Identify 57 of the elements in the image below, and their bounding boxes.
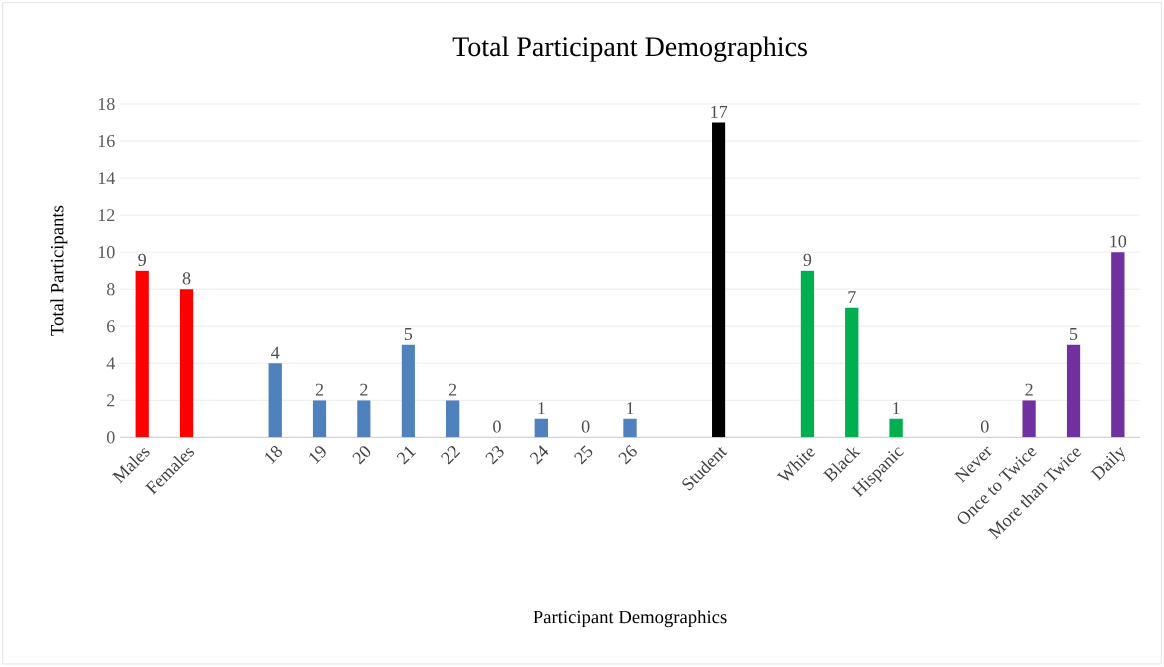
x-tick-label: 21 (396, 446, 416, 465)
data-label: 1 (893, 402, 900, 415)
data-label: 7 (848, 291, 856, 304)
x-tick-label: 22 (440, 446, 461, 465)
bar (1022, 400, 1036, 438)
data-label: 9 (138, 254, 146, 267)
data-label: 0 (493, 420, 501, 433)
data-label: 2 (448, 383, 457, 396)
data-label: 0 (980, 420, 989, 433)
x-tick-label: 18 (265, 446, 283, 465)
x-tick-label: 20 (352, 446, 371, 465)
x-tick-label: 19 (309, 446, 326, 465)
bar (712, 122, 726, 438)
y-tick-label: 12 (98, 209, 115, 222)
bar (357, 400, 371, 438)
data-label: 2 (1025, 383, 1033, 396)
data-label: 17 (711, 106, 728, 118)
y-tick-label: 16 (98, 135, 115, 148)
data-label: 1 (627, 402, 634, 415)
data-label: 9 (803, 254, 812, 267)
data-label: 8 (182, 272, 191, 285)
bar (534, 418, 548, 438)
y-tick-label: 10 (98, 246, 115, 259)
bar (135, 270, 149, 438)
bar (845, 307, 859, 438)
bar (1111, 252, 1125, 438)
bar (1066, 344, 1081, 438)
chart-title: Total Participant Demographics (452, 36, 807, 63)
data-label: 2 (315, 383, 324, 396)
x-tick-label: 25 (574, 445, 593, 465)
y-tick-label: 6 (107, 320, 115, 333)
bar (401, 344, 415, 438)
bar (179, 289, 194, 438)
x-tick-label: 26 (618, 445, 637, 465)
bar (623, 418, 637, 438)
y-tick-label: 8 (106, 283, 115, 296)
y-tick-label: 14 (98, 172, 116, 185)
data-label: 1 (538, 402, 545, 415)
y-tick-label: 0 (106, 431, 115, 444)
x-tick-label: 23 (485, 446, 504, 465)
bar (312, 400, 327, 438)
bar (268, 363, 282, 438)
y-tick-label: 4 (106, 357, 116, 370)
bar (800, 270, 815, 438)
bar (889, 418, 903, 438)
y-tick-label: 18 (98, 98, 115, 111)
data-label: 2 (360, 383, 368, 396)
x-axis-title: Participant Demographics (533, 610, 727, 628)
data-label: 5 (404, 328, 413, 341)
data-label: 4 (271, 346, 280, 359)
data-label: 5 (1070, 328, 1078, 341)
bar (445, 400, 460, 438)
x-tick-label: 24 (529, 445, 549, 465)
data-label: 10 (1110, 235, 1127, 248)
y-tick-label: 2 (107, 394, 115, 407)
data-label: 0 (581, 420, 590, 433)
y-axis-title: Total Participants (50, 206, 68, 336)
